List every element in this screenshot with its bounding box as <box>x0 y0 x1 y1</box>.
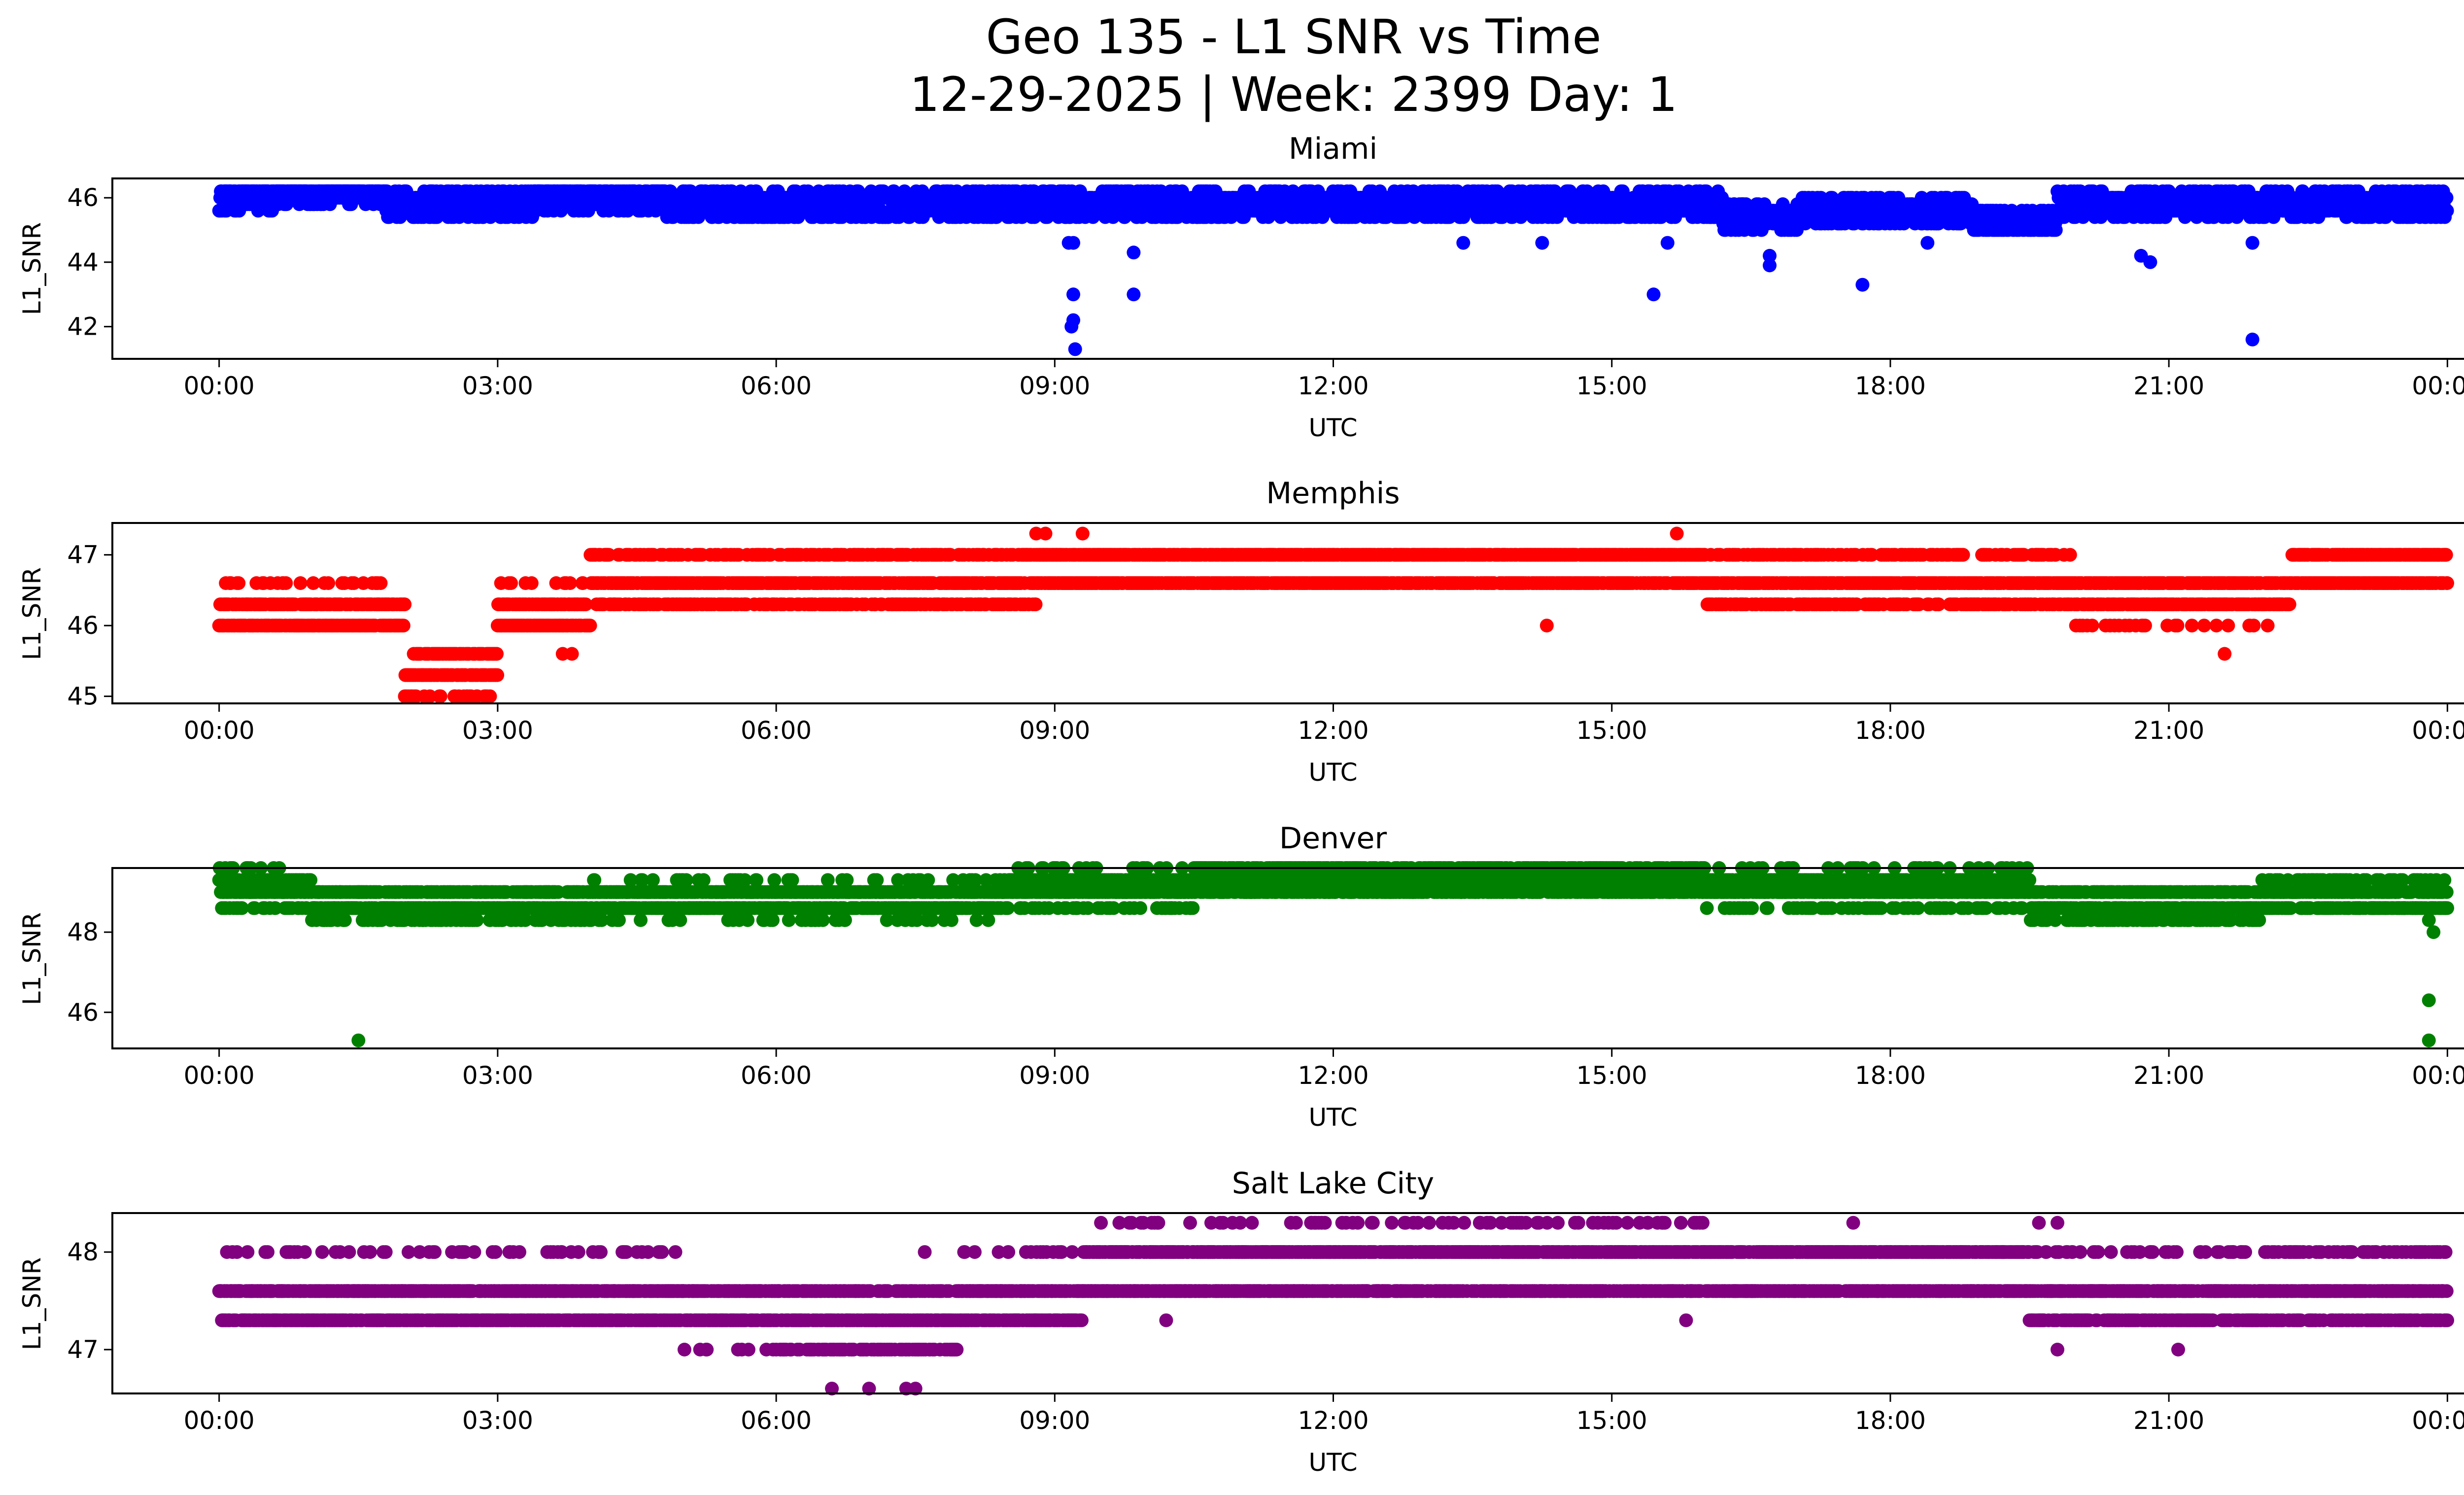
data-point <box>1066 287 1080 302</box>
data-point <box>490 647 504 661</box>
data-point <box>2245 332 2259 347</box>
y-tick-label: 46 <box>67 183 99 212</box>
y-axis-label: L1_SNR <box>18 567 46 661</box>
x-tick-label: 09:00 <box>1019 372 1090 400</box>
data-point <box>583 619 597 633</box>
x-tick-label: 00:00 <box>184 716 255 745</box>
data-point <box>293 576 308 590</box>
x-tick-label: 15:00 <box>1576 716 1647 745</box>
data-point <box>1763 258 1777 273</box>
data-point <box>398 597 412 612</box>
data-point <box>1061 184 1076 199</box>
data-point <box>1127 245 1141 260</box>
figure-title-line2: 12-29-2025 | Week: 2399 Day: 1 <box>910 67 1678 123</box>
data-point <box>483 689 497 703</box>
x-tick-label: 03:00 <box>462 716 533 745</box>
data-point <box>232 576 246 590</box>
x-tick-label: 09:00 <box>1019 716 1090 745</box>
x-tick-label: 12:00 <box>1298 716 1369 745</box>
x-axis-label: UTC <box>1308 758 1357 787</box>
data-point <box>2440 204 2454 218</box>
data-point <box>1660 236 1675 250</box>
x-tick-label: 18:00 <box>1855 372 1926 400</box>
x-tick-label: 21:00 <box>2133 716 2204 745</box>
panel-title: Miami <box>1289 132 1377 166</box>
data-point <box>2049 223 2063 237</box>
x-tick-label: 18:00 <box>1855 716 1926 745</box>
y-tick-label: 46 <box>67 611 99 640</box>
x-tick-label: 00:00 <box>2412 716 2464 745</box>
panel-title: Memphis <box>1266 476 1400 511</box>
data-point <box>1066 236 1080 250</box>
x-tick-label: 21:00 <box>2133 372 2204 400</box>
x-axis-label: UTC <box>1308 414 1357 442</box>
x-tick-label: 06:00 <box>741 372 812 400</box>
data-point <box>279 576 293 590</box>
data-point <box>1855 278 1870 292</box>
data-point <box>433 689 447 703</box>
data-point <box>2439 191 2454 205</box>
data-point <box>2245 236 2259 250</box>
data-point <box>1064 319 1079 334</box>
panel-miami: Miami UTC L1_SNR 00:00 03:00 06:00 09:00 12:… <box>18 132 2464 442</box>
y-axis-label: L1_SNR <box>18 222 46 315</box>
data-point <box>396 619 411 633</box>
data-point <box>1127 287 1141 302</box>
x-tick-label: 00:00 <box>2412 372 2464 400</box>
x-tick-label: 06:00 <box>741 716 812 745</box>
data-point <box>1456 236 1471 250</box>
data-point <box>1535 236 1549 250</box>
data-point <box>1920 236 1935 250</box>
data-point <box>2143 255 2157 269</box>
data-point <box>563 576 577 590</box>
data-point <box>321 576 336 590</box>
y-tick-label: 45 <box>67 682 99 711</box>
data-point <box>490 668 505 682</box>
data-point <box>374 576 388 590</box>
axis-ticks: 00:00 03:00 06:00 09:00 12:00 15:00 18:00 21:00… <box>67 183 2464 400</box>
x-tick-label: 15:00 <box>1576 372 1647 400</box>
x-tick-label: 00:00 <box>184 372 255 400</box>
scatter-points <box>212 184 2454 356</box>
data-point <box>524 576 539 590</box>
data-point <box>504 576 518 590</box>
x-tick-label: 03:00 <box>462 372 533 400</box>
y-tick-label: 44 <box>67 248 99 277</box>
y-tick-label: 42 <box>67 313 99 341</box>
x-tick-label: 12:00 <box>1298 372 1369 400</box>
figure-title-line1: Geo 135 - L1 SNR vs Time <box>986 9 1602 65</box>
y-tick-label: 47 <box>67 541 99 569</box>
data-point <box>1068 342 1082 356</box>
data-point <box>1646 287 1661 302</box>
